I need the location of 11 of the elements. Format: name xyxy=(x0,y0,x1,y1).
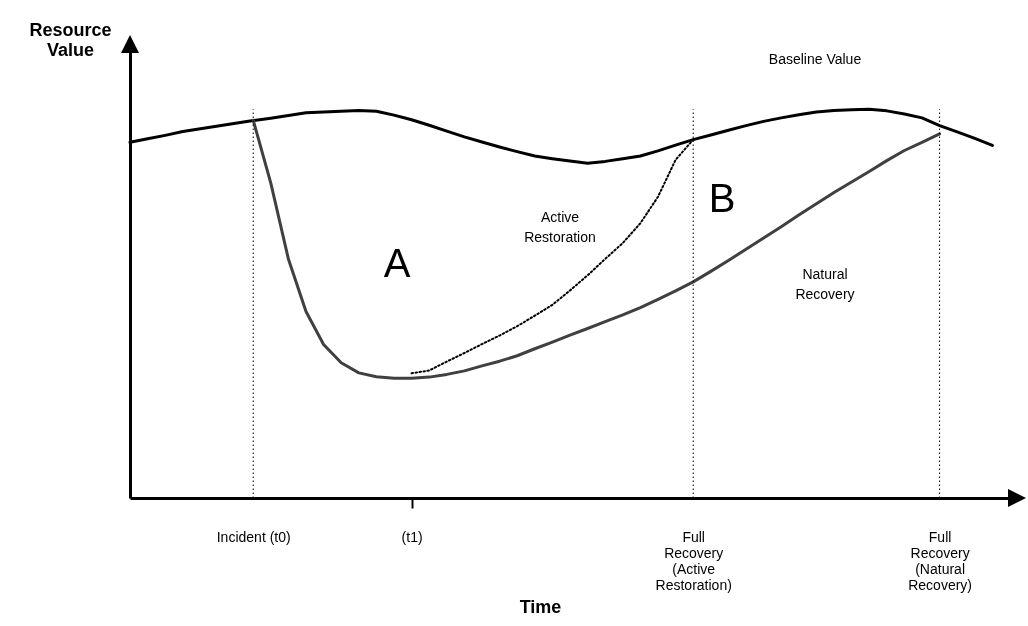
x-tick-label: Full Recovery (Natural Recovery) xyxy=(908,528,972,593)
y-axis-title: Resource Value xyxy=(29,19,112,60)
annotation: B xyxy=(708,176,736,220)
text: Baseline Value xyxy=(768,51,862,67)
x-tick-label: Incident (t0) xyxy=(216,528,291,545)
x-tick-label: Full Recovery (Active Restoration) xyxy=(655,528,732,593)
annotation: A xyxy=(383,241,411,285)
annotation: Natural Recovery xyxy=(795,266,855,302)
annotation: Active Restoration xyxy=(524,209,596,245)
x-axis-title: Time xyxy=(519,596,562,617)
x-tick-label: (t1) xyxy=(401,528,423,545)
